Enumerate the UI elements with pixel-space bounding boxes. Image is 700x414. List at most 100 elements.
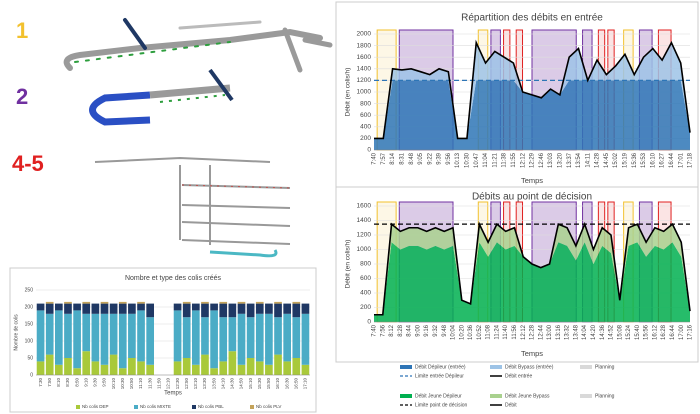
y-tick-label: 800 bbox=[360, 100, 371, 107]
bar-segment bbox=[118, 303, 127, 314]
legend-label: Débit bbox=[505, 402, 517, 408]
x-tick-label: 12:44 bbox=[538, 324, 544, 340]
x-tick-label: 13:20 bbox=[557, 152, 563, 168]
y-tick-label: 100 bbox=[25, 338, 34, 344]
bar-segment bbox=[246, 358, 255, 375]
bar-segment bbox=[173, 361, 182, 375]
bar-segment bbox=[82, 303, 91, 314]
y-tick-label: 800 bbox=[360, 261, 371, 268]
x-tick-label: 8:28 bbox=[398, 324, 404, 336]
y-tick-label: 400 bbox=[360, 290, 371, 297]
x-tick-label: 17:00 bbox=[679, 324, 685, 340]
x-tick-label: 15:10 bbox=[248, 378, 253, 390]
legend-symbol bbox=[400, 365, 412, 369]
area bbox=[374, 242, 690, 322]
chart-title: Nombre et type des colis créés bbox=[125, 275, 222, 282]
x-tick-label: 11:40 bbox=[503, 324, 509, 339]
x-tick-label: 13:30 bbox=[202, 378, 207, 390]
legend-label: Nb colis PBL bbox=[198, 404, 224, 409]
x-tick-label: 9:56 bbox=[446, 152, 452, 164]
legend-symbol bbox=[192, 405, 196, 409]
bar-segment bbox=[274, 301, 282, 304]
x-tick-label: 11:08 bbox=[486, 324, 492, 339]
legend-label: Planning bbox=[595, 364, 615, 370]
bar-segment bbox=[100, 313, 109, 365]
x-tick-label: 16:44 bbox=[669, 152, 675, 168]
x-tick-label: 10:20 bbox=[459, 324, 465, 340]
y-tick-label: 0 bbox=[30, 372, 33, 378]
area bbox=[374, 224, 690, 315]
x-tick-label: 13:48 bbox=[573, 324, 579, 340]
x-tick-label: 14:10 bbox=[220, 378, 225, 390]
bar-segment bbox=[246, 317, 255, 358]
conveyor-view-3 bbox=[94, 156, 291, 258]
bar-segment bbox=[182, 301, 191, 304]
x-tick-label: 8:44 bbox=[407, 324, 413, 336]
x-tick-label: 10:50 bbox=[129, 378, 134, 390]
x-tick-label: 17:18 bbox=[688, 152, 694, 168]
bar-segment bbox=[237, 303, 246, 314]
legend-label: Débit entrée bbox=[505, 373, 532, 379]
legend-label: Nb colis DEP bbox=[82, 404, 109, 409]
x-tick-label: 11:24 bbox=[494, 324, 500, 339]
bar-segment bbox=[255, 313, 264, 362]
legend-label: Limite entrée Dépileur bbox=[415, 373, 464, 379]
x-tick-label: 17:01 bbox=[678, 152, 684, 168]
x-tick-label: 12:30 bbox=[175, 378, 180, 390]
bar-segment bbox=[73, 303, 81, 311]
x-tick-label: 13:16 bbox=[556, 324, 562, 340]
y-axis-label: Nombre de colis bbox=[13, 314, 19, 351]
y-tick-label: 1200 bbox=[357, 232, 372, 239]
x-tick-label: 14:45 bbox=[604, 152, 610, 168]
legend-symbol bbox=[134, 405, 138, 409]
y-tick-label: 150 bbox=[25, 321, 34, 327]
chart-frame bbox=[9, 267, 317, 413]
x-tick-label: 11:55 bbox=[511, 152, 517, 167]
y-tick-label: 1400 bbox=[357, 66, 372, 73]
bar-segment bbox=[191, 303, 200, 311]
bar-segment bbox=[146, 364, 155, 375]
legend-symbol bbox=[580, 365, 592, 369]
x-tick-label: 8:12 bbox=[389, 324, 395, 336]
bar-segment bbox=[219, 303, 228, 318]
bar-segment bbox=[137, 303, 145, 311]
y-tick-label: 600 bbox=[360, 112, 371, 119]
x-tick-label: 15:36 bbox=[632, 152, 638, 168]
x-tick-label: 9:48 bbox=[442, 324, 448, 336]
x-tick-label: 16:27 bbox=[660, 152, 666, 168]
x-tick-label: 7:40 bbox=[372, 324, 378, 336]
section-label: 4-5 bbox=[12, 151, 44, 176]
x-tick-label: 15:08 bbox=[617, 324, 623, 340]
x-tick-label: 8:30 bbox=[65, 378, 70, 387]
bar-segment bbox=[100, 301, 109, 304]
bar-segment bbox=[191, 364, 200, 375]
x-tick-label: 10:30 bbox=[465, 152, 471, 168]
bar-segment bbox=[146, 317, 155, 365]
bar-segment bbox=[73, 368, 81, 375]
bar-segment bbox=[109, 354, 118, 375]
chart-title: Débits au point de décision bbox=[472, 192, 592, 203]
line bbox=[374, 221, 691, 316]
bar-segment bbox=[82, 301, 91, 304]
x-tick-label: 13:50 bbox=[211, 378, 216, 390]
bar-segment bbox=[182, 303, 191, 318]
x-tick-label: 15:53 bbox=[641, 152, 647, 168]
y-tick-label: 1600 bbox=[357, 54, 372, 61]
x-tick-label: 16:44 bbox=[670, 324, 676, 340]
bar-segment bbox=[191, 310, 200, 365]
bar-segment bbox=[274, 317, 282, 355]
bar-segment bbox=[182, 358, 191, 375]
x-tick-label: 12:12 bbox=[521, 324, 527, 340]
bar-segment bbox=[146, 303, 155, 318]
bar-segment bbox=[109, 313, 118, 355]
legend-label: Débit Bypass (entrée) bbox=[505, 364, 554, 370]
bar-segment bbox=[246, 303, 255, 318]
x-axis-label: Temps bbox=[164, 391, 182, 397]
x-tick-label: 8:31 bbox=[399, 152, 405, 164]
bar-segment bbox=[182, 317, 191, 358]
x-tick-label: 14:36 bbox=[600, 324, 606, 340]
bar-segment bbox=[201, 354, 209, 375]
bar-segment bbox=[54, 303, 63, 311]
x-tick-label: 12:10 bbox=[166, 378, 171, 390]
bar-segment bbox=[91, 313, 100, 362]
